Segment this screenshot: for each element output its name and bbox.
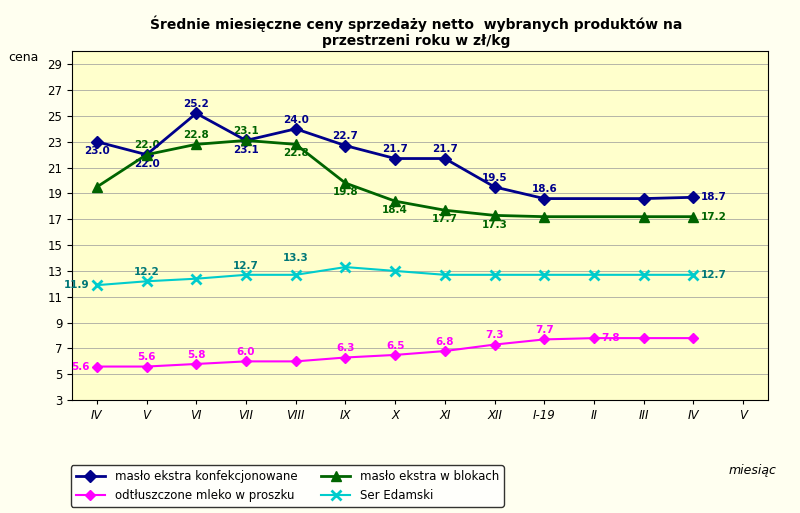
Text: 7.3: 7.3 bbox=[486, 330, 504, 341]
Text: 6.8: 6.8 bbox=[436, 337, 454, 347]
Text: 23.0: 23.0 bbox=[84, 146, 110, 156]
Text: 11.9: 11.9 bbox=[64, 280, 90, 290]
Text: 21.7: 21.7 bbox=[432, 144, 458, 154]
Legend: masło ekstra konfekcjonowane, odtłuszczone mleko w proszku, masło ekstra w bloka: masło ekstra konfekcjonowane, odtłuszczo… bbox=[71, 465, 504, 507]
Text: 12.7: 12.7 bbox=[233, 261, 259, 271]
Text: 12.7: 12.7 bbox=[700, 270, 726, 280]
Text: 23.1: 23.1 bbox=[233, 145, 259, 154]
Text: 12.2: 12.2 bbox=[134, 267, 159, 277]
Text: 22.0: 22.0 bbox=[134, 141, 159, 150]
Text: 18.6: 18.6 bbox=[531, 184, 557, 194]
Text: 18.4: 18.4 bbox=[382, 205, 408, 215]
Text: 17.3: 17.3 bbox=[482, 220, 507, 229]
Text: 19.5: 19.5 bbox=[482, 173, 507, 183]
Text: 19.8: 19.8 bbox=[333, 187, 358, 198]
Text: 17.2: 17.2 bbox=[700, 212, 726, 222]
Text: 21.7: 21.7 bbox=[382, 144, 408, 154]
Text: miesiąc: miesiąc bbox=[728, 464, 776, 477]
Text: 22.8: 22.8 bbox=[183, 130, 209, 140]
Text: 5.6: 5.6 bbox=[138, 352, 156, 362]
Text: 6.0: 6.0 bbox=[237, 347, 255, 357]
Text: 17.7: 17.7 bbox=[432, 214, 458, 224]
Text: 13.3: 13.3 bbox=[283, 253, 309, 263]
Text: 22.0: 22.0 bbox=[134, 159, 159, 169]
Text: Średnie miesięczne ceny sprzedaży netto  wybranych produktów na
przestrzeni roku: Średnie miesięczne ceny sprzedaży netto … bbox=[150, 15, 682, 48]
Text: 5.8: 5.8 bbox=[187, 350, 206, 360]
Text: 23.1: 23.1 bbox=[233, 126, 259, 136]
Text: 25.2: 25.2 bbox=[183, 99, 209, 109]
Text: 7.7: 7.7 bbox=[535, 325, 554, 336]
Text: 6.3: 6.3 bbox=[336, 343, 354, 353]
Text: 22.8: 22.8 bbox=[283, 148, 309, 159]
Text: 22.7: 22.7 bbox=[333, 131, 358, 142]
Text: 7.8: 7.8 bbox=[601, 333, 619, 343]
Text: 6.5: 6.5 bbox=[386, 341, 404, 351]
Text: 18.7: 18.7 bbox=[700, 192, 726, 202]
Text: cena: cena bbox=[8, 51, 38, 64]
Text: 5.6: 5.6 bbox=[71, 362, 90, 371]
Text: 24.0: 24.0 bbox=[282, 114, 309, 125]
